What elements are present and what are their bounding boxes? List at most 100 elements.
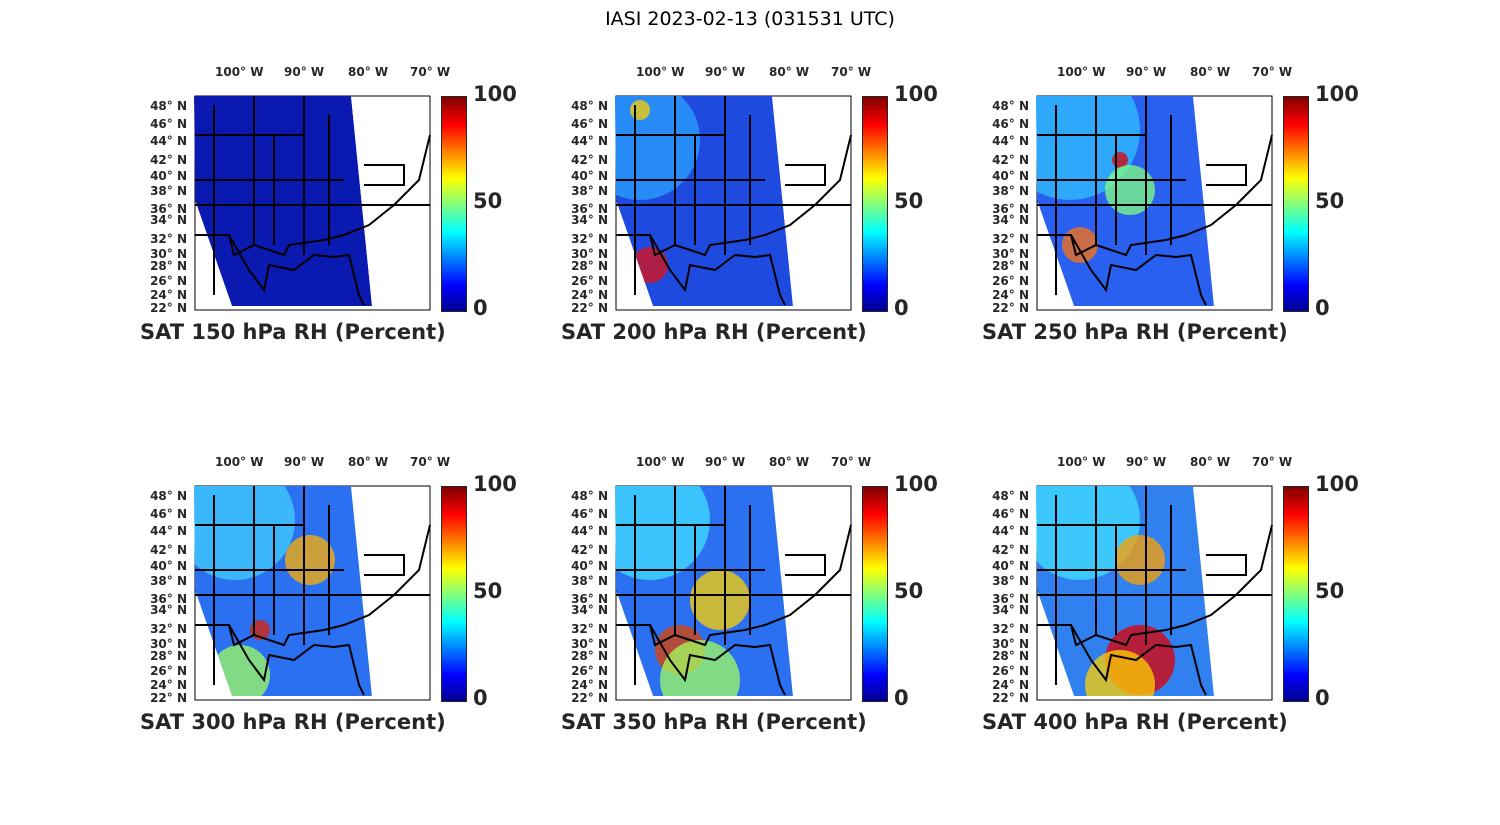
lat-tick-label: 22° N <box>571 691 608 705</box>
state-outlines <box>1037 96 1273 306</box>
lat-tick-label: 48° N <box>571 99 608 113</box>
lat-tick-label: 28° N <box>992 649 1029 663</box>
lat-tick-label: 42° N <box>992 153 1029 167</box>
lon-tick-label: 80° W <box>769 455 810 469</box>
lat-tick-label: 46° N <box>571 117 608 131</box>
lon-tick-label: 90° W <box>705 65 746 79</box>
lon-tick-label: 100° W <box>636 455 685 469</box>
lat-tick-label: 42° N <box>150 153 187 167</box>
lat-tick-label: 38° N <box>571 574 608 588</box>
lat-tick-label: 26° N <box>150 274 187 288</box>
colorbar-tick-label: 50 <box>473 579 503 603</box>
lon-tick-label: 70° W <box>831 65 872 79</box>
lat-tick-label: 34° N <box>571 213 608 227</box>
map-axes <box>1036 485 1273 701</box>
lon-tick-label: 80° W <box>769 65 810 79</box>
lat-tick-label: 46° N <box>150 117 187 131</box>
lon-tick-label: 70° W <box>1252 455 1293 469</box>
colorbar <box>441 96 467 312</box>
lat-tick-label: 44° N <box>150 524 187 538</box>
state-outlines <box>195 96 431 306</box>
colorbar-tick-label: 50 <box>1315 579 1345 603</box>
lon-tick-label: 80° W <box>348 65 389 79</box>
lat-tick-label: 32° N <box>150 232 187 246</box>
colorbar-tick-label: 100 <box>473 82 517 106</box>
state-outlines <box>1037 486 1273 696</box>
lat-tick-label: 40° N <box>992 559 1029 573</box>
lat-tick-label: 24° N <box>150 288 187 302</box>
state-outlines <box>616 96 852 306</box>
lat-tick-label: 48° N <box>571 489 608 503</box>
map-axes <box>1036 95 1273 311</box>
colorbar-tick-label: 100 <box>894 82 938 106</box>
lat-tick-label: 48° N <box>150 99 187 113</box>
lat-tick-label: 24° N <box>571 288 608 302</box>
lat-tick-label: 40° N <box>150 559 187 573</box>
lat-tick-label: 32° N <box>571 232 608 246</box>
colorbar-tick-label: 100 <box>1315 472 1359 496</box>
lat-tick-label: 32° N <box>992 622 1029 636</box>
panel-title: SAT 250 hPa RH (Percent) <box>982 320 1288 344</box>
lat-tick-label: 44° N <box>571 524 608 538</box>
lat-tick-label: 36° N <box>992 592 1029 606</box>
lat-tick-label: 36° N <box>150 592 187 606</box>
lat-tick-label: 34° N <box>150 603 187 617</box>
lat-tick-label: 24° N <box>992 678 1029 692</box>
colorbar-tick-label: 0 <box>473 296 488 320</box>
colorbar-tick-label: 0 <box>894 686 909 710</box>
lat-tick-label: 24° N <box>571 678 608 692</box>
lat-tick-label: 34° N <box>992 213 1029 227</box>
lat-tick-label: 32° N <box>992 232 1029 246</box>
panel-title: SAT 300 hPa RH (Percent) <box>140 710 446 734</box>
colorbar-tick-label: 50 <box>473 189 503 213</box>
colorbar <box>1283 96 1309 312</box>
lat-tick-label: 46° N <box>992 507 1029 521</box>
lat-tick-label: 28° N <box>150 259 187 273</box>
state-outlines <box>616 486 852 696</box>
lat-tick-label: 26° N <box>150 664 187 678</box>
lat-tick-label: 40° N <box>571 169 608 183</box>
panel-title: SAT 400 hPa RH (Percent) <box>982 710 1288 734</box>
lon-tick-label: 100° W <box>1057 455 1106 469</box>
colorbar-tick-label: 100 <box>1315 82 1359 106</box>
lon-tick-label: 90° W <box>705 455 746 469</box>
lon-tick-label: 80° W <box>1190 65 1231 79</box>
lon-tick-label: 70° W <box>831 455 872 469</box>
lat-tick-label: 26° N <box>571 274 608 288</box>
lat-tick-label: 30° N <box>992 637 1029 651</box>
lat-tick-label: 28° N <box>571 259 608 273</box>
lat-tick-label: 46° N <box>992 117 1029 131</box>
colorbar-tick-label: 50 <box>1315 189 1345 213</box>
lat-tick-label: 36° N <box>150 202 187 216</box>
map-axes <box>194 485 431 701</box>
lat-tick-label: 38° N <box>150 184 187 198</box>
lat-tick-label: 30° N <box>571 247 608 261</box>
lat-tick-label: 38° N <box>992 184 1029 198</box>
lat-tick-label: 26° N <box>571 664 608 678</box>
lat-tick-label: 30° N <box>150 247 187 261</box>
lat-tick-label: 22° N <box>992 301 1029 315</box>
lat-tick-label: 48° N <box>150 489 187 503</box>
lat-tick-label: 40° N <box>571 559 608 573</box>
colorbar <box>862 96 888 312</box>
lat-tick-label: 44° N <box>571 134 608 148</box>
colorbar-tick-label: 0 <box>1315 296 1330 320</box>
state-outlines <box>195 486 431 696</box>
lat-tick-label: 38° N <box>150 574 187 588</box>
lon-tick-label: 90° W <box>284 65 325 79</box>
lat-tick-label: 36° N <box>992 202 1029 216</box>
lat-tick-label: 30° N <box>150 637 187 651</box>
lat-tick-label: 34° N <box>992 603 1029 617</box>
lat-tick-label: 22° N <box>150 301 187 315</box>
lat-tick-label: 42° N <box>992 543 1029 557</box>
lon-tick-label: 100° W <box>215 65 264 79</box>
colorbar-tick-label: 100 <box>894 472 938 496</box>
panel-title: SAT 150 hPa RH (Percent) <box>140 320 446 344</box>
lat-tick-label: 46° N <box>571 507 608 521</box>
lat-tick-label: 32° N <box>571 622 608 636</box>
lat-tick-label: 40° N <box>992 169 1029 183</box>
colorbar <box>1283 486 1309 702</box>
lat-tick-label: 26° N <box>992 664 1029 678</box>
colorbar-tick-label: 50 <box>894 189 924 213</box>
